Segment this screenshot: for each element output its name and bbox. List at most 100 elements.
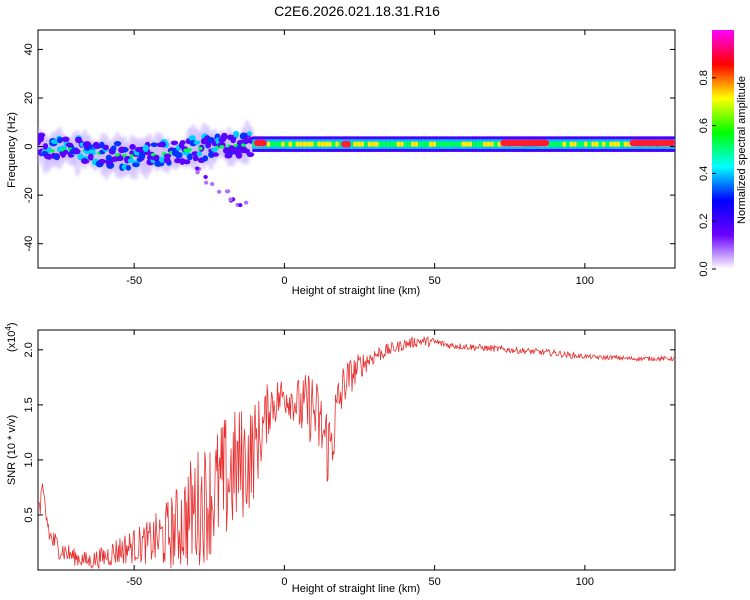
spectrogram-cell <box>439 141 445 147</box>
spectrogram-cell <box>235 152 243 159</box>
spectrogram-cell <box>353 141 358 147</box>
spectrogram-cell <box>170 140 179 146</box>
spectrogram-cell <box>105 154 113 162</box>
spectrogram-cell <box>266 141 271 147</box>
spectrogram-cell <box>38 132 46 138</box>
spectrogram-cell <box>414 141 419 147</box>
spectrogram-branch-cell <box>203 180 209 185</box>
spectrogram-branch-cell <box>238 203 243 208</box>
spectrogram-cell <box>246 152 255 158</box>
spectrogram-cell <box>465 141 470 147</box>
snr-y-tick-label: 1.5 <box>23 397 35 412</box>
spectrogram-cell <box>98 159 107 164</box>
spectrogram-branch-cell <box>195 170 200 175</box>
spectrogram-cell <box>246 131 253 136</box>
spectrogram-cell <box>186 147 192 152</box>
spectrogram-branch-cell <box>228 197 233 202</box>
spectrogram-cell <box>328 141 333 147</box>
snr-x-tick-label: 100 <box>576 576 594 588</box>
spectrogram-cell <box>335 141 340 147</box>
spectrogram-y-tick-label: 0 <box>23 144 35 150</box>
spectrogram-cell <box>475 141 481 147</box>
colorbar-scale <box>712 30 734 269</box>
spectrogram-cell <box>591 141 596 147</box>
snr-scale-exponent: 4 <box>4 326 13 331</box>
spectrogram-branch-cell <box>224 189 230 194</box>
spectrogram-cell <box>127 158 135 164</box>
spectrogram-branch-cell <box>209 182 215 187</box>
spectrogram-cell <box>196 151 203 157</box>
colorbar: 0.0 0.2 0.4 0.6 0.8 Normalized spectral ampl… <box>698 30 748 277</box>
snr-x-tick-label: 0 <box>281 576 287 588</box>
spectrogram-cell <box>407 141 412 147</box>
snr-scale-close: ) <box>6 322 18 326</box>
spectrogram-cell <box>331 141 336 147</box>
spectrogram-cell <box>403 141 408 147</box>
snr-y-ticks: 0.5 1.0 1.5 2.0 <box>23 342 675 523</box>
spectrogram-cell <box>551 141 556 147</box>
spectrogram-cell <box>288 141 293 147</box>
spectrogram-cell <box>392 141 398 147</box>
spectrogram-cell <box>49 148 55 153</box>
spectrogram-cell <box>53 154 59 160</box>
spectrogram-cell <box>443 141 448 147</box>
spectrogram-cell <box>50 139 59 144</box>
spectrogram-y-tick-label: -20 <box>23 187 35 203</box>
spectrogram-cell <box>486 141 491 147</box>
spectrogram-cell <box>102 144 109 151</box>
spectrogram-cell <box>569 141 574 147</box>
spectrogram-cell <box>421 141 427 147</box>
spectrogram-cell <box>566 141 571 147</box>
spectrogram-cell <box>374 141 380 147</box>
spectrogram-cell <box>299 141 304 147</box>
snr-y-label: SNR (10 * v/v) <box>6 415 18 485</box>
spectrogram-cell <box>436 141 441 147</box>
spectrogram-hot-segment <box>629 139 675 147</box>
spectrogram-cell <box>210 147 219 152</box>
spectrogram-cell <box>117 155 124 161</box>
spectrogram-cell <box>220 132 228 141</box>
spectrogram-cell <box>425 141 430 147</box>
colorbar-tick-label: 0.6 <box>698 118 710 133</box>
snr-x-label: Height of straight line (km) <box>292 583 420 595</box>
spectrogram-cell <box>320 141 326 147</box>
spectrogram-cell <box>371 141 376 147</box>
spectrogram-cell <box>150 142 158 148</box>
spectrogram-hot-segment <box>341 140 351 148</box>
spectrogram-cell <box>338 141 344 147</box>
spectrogram-cell <box>241 143 247 147</box>
spectrogram-cell <box>483 141 488 147</box>
spectrogram-cell <box>242 136 249 145</box>
spectrogram-cell <box>573 141 578 147</box>
spectrogram-cell <box>602 141 607 147</box>
spectrogram-cell <box>72 148 81 155</box>
spectrogram-cell <box>292 141 297 147</box>
spectrogram-cell <box>418 141 423 147</box>
snr-scale-prefix: (x10 <box>6 331 18 352</box>
spectrogram-cell <box>44 153 52 160</box>
spectrogram-cell <box>270 141 275 147</box>
spectrogram-cell <box>179 158 186 165</box>
spectrogram-cell <box>212 152 219 157</box>
spectrogram-cell <box>132 162 140 168</box>
spectrogram-hot-segment <box>500 139 550 147</box>
spectrogram-cell <box>620 141 625 147</box>
spectrogram-cell <box>457 141 463 147</box>
spectrogram-cell <box>468 141 473 147</box>
colorbar-label: Normalized spectral amplitude <box>736 76 748 224</box>
spectrogram-cell <box>295 141 300 147</box>
spectrogram-cell <box>360 141 365 147</box>
spectrogram-cell <box>306 141 311 147</box>
spectrogram-cell <box>142 144 149 153</box>
spectrogram-cell <box>472 141 477 147</box>
colorbar-tick-label: 0.4 <box>698 166 710 181</box>
spectrogram-y-tick-label: 20 <box>23 92 35 104</box>
spectrogram-cell <box>317 141 322 147</box>
spectrogram-cell <box>598 141 603 147</box>
spectrogram-cell <box>432 141 437 147</box>
spectrogram-cell <box>447 141 452 147</box>
spectrogram-cell <box>219 144 225 149</box>
spectrogram-branch-cell <box>216 189 222 194</box>
spectrogram-cell <box>454 141 459 147</box>
spectrogram-cell <box>389 141 394 147</box>
